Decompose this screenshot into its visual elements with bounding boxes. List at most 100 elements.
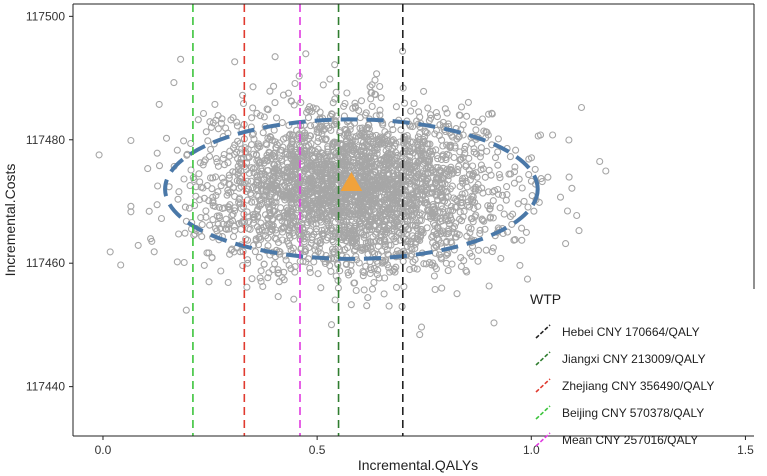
scatter-point [420, 260, 428, 268]
scatter-point [274, 186, 282, 194]
scatter-point [252, 236, 260, 245]
scatter-point [431, 285, 439, 294]
scatter-point [392, 238, 400, 246]
scatter-point [394, 180, 402, 188]
scatter-point [342, 200, 350, 208]
scatter-point [225, 225, 233, 233]
scatter-point [422, 157, 430, 165]
scatter-point [173, 146, 181, 154]
scatter-point [389, 199, 397, 207]
scatter-point [435, 132, 443, 140]
scatter-point [177, 55, 185, 63]
scatter-point [495, 170, 503, 179]
scatter-point [381, 274, 389, 282]
legend: WTP Hebei CNY 170664/QALY Jiangxi CNY 213… [530, 291, 714, 447]
scatter-point [236, 194, 244, 202]
scatter-point [248, 198, 256, 206]
scatter-point [270, 149, 278, 157]
scatter-point [278, 147, 286, 155]
scatter-point [217, 267, 225, 275]
scatter-point [384, 144, 393, 152]
scatter-point [459, 154, 467, 162]
scatter-point [205, 197, 213, 205]
scatter-point [453, 197, 461, 205]
scatter-point [157, 214, 166, 223]
scatter-point [485, 282, 493, 290]
scatter-point [368, 102, 376, 111]
scatter-point [368, 182, 376, 190]
scatter-point [245, 169, 253, 177]
scatter-point [358, 129, 366, 137]
scatter-point [436, 186, 444, 194]
scatter-point [326, 75, 334, 83]
scatter-point [433, 113, 441, 121]
wtp-lines [192, 4, 404, 436]
scatter-point [332, 272, 340, 280]
scatter-point [486, 205, 494, 213]
scatter-point [474, 180, 482, 188]
scatter-point [253, 178, 261, 186]
scatter-point [262, 232, 270, 240]
scatter-point [376, 82, 384, 91]
scatter-point [462, 178, 470, 186]
scatter-point [214, 162, 222, 170]
scatter-point [271, 234, 279, 242]
scatter-point [333, 139, 342, 147]
scatter-point [461, 190, 469, 198]
scatter-point [412, 187, 421, 195]
scatter-point [342, 126, 350, 134]
scatter-point [439, 151, 447, 159]
scatter-point [503, 183, 511, 191]
scatter-point [419, 136, 428, 144]
scatter-point [365, 221, 373, 229]
scatter-point [283, 150, 291, 158]
scatter-point [257, 267, 265, 275]
scatter-point [228, 217, 237, 225]
scatter-point [509, 210, 517, 218]
scatter-point [474, 246, 483, 254]
legend-label: Beijing CNY 570378/QALY [562, 406, 704, 420]
scatter-point [474, 202, 482, 210]
scatter-point [438, 284, 446, 292]
scatter-point [368, 285, 377, 293]
scatter-point [229, 144, 238, 152]
scatter-point [429, 219, 438, 227]
scatter-point [413, 265, 421, 273]
scatter-point [278, 119, 286, 127]
scatter-point [415, 171, 423, 179]
scatter-point [477, 166, 485, 174]
scatter-point [380, 185, 388, 193]
scatter-point [420, 87, 428, 95]
scatter-point [147, 235, 155, 243]
scatter-point [447, 206, 455, 214]
scatter-point [443, 141, 451, 149]
scatter-point [254, 156, 263, 164]
scatter-point [516, 261, 524, 269]
scatter-point [280, 224, 288, 232]
scatter-point [494, 161, 502, 169]
scatter-point [331, 207, 339, 215]
scatter-point [568, 184, 576, 192]
scatter-point [334, 187, 342, 195]
scatter-point [496, 204, 504, 212]
scatter-point [347, 301, 355, 309]
scatter-point [411, 162, 419, 170]
scatter-point [185, 204, 193, 212]
scatter-point [271, 207, 279, 215]
scatter-point [465, 203, 474, 211]
scatter-point [364, 153, 372, 161]
scatter-point [563, 207, 572, 215]
scatter-point [236, 149, 244, 157]
scatter-point [269, 215, 277, 224]
scatter-point [341, 99, 349, 108]
scatter-point [477, 161, 485, 169]
scatter-point [237, 204, 245, 213]
scatter-point [274, 238, 283, 247]
scatter-point [459, 131, 467, 139]
scatter-point [153, 149, 161, 157]
scatter-point [476, 153, 484, 161]
scatter-point [194, 116, 202, 124]
scatter-point [224, 278, 232, 287]
scatter-point [209, 216, 217, 224]
scatter-point [407, 170, 415, 178]
